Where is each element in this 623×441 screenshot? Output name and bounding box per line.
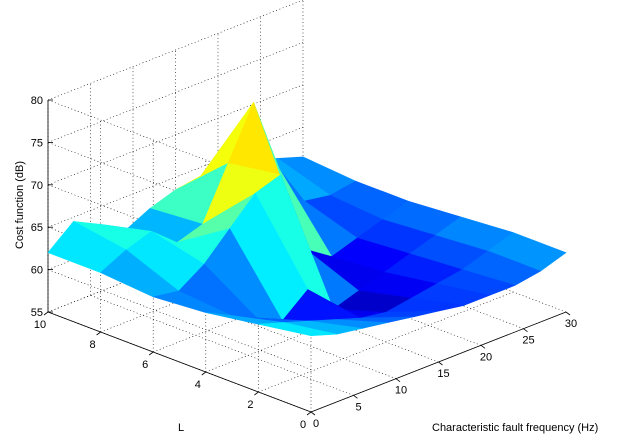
x-tick-mark: [395, 378, 401, 382]
y-tick-label: 8: [90, 339, 96, 351]
z-axis-label: Cost function (dB): [14, 161, 26, 249]
x-tick-mark: [480, 345, 486, 349]
z-tick-label: 75: [31, 137, 43, 149]
y-tick-mark: [96, 331, 101, 336]
z-tick-label: 80: [31, 95, 43, 107]
y-tick-mark: [201, 371, 207, 376]
x-tick-mark: [565, 311, 571, 316]
y-tick-mark: [148, 351, 154, 356]
grid-line: [90, 295, 354, 396]
grid-line: [47, 84, 304, 186]
grid-line: [132, 278, 397, 379]
z-tick-label: 55: [31, 307, 43, 319]
y-tick-mark: [254, 391, 259, 396]
surface-patch: [258, 322, 337, 337]
x-tick-label: 15: [437, 368, 449, 380]
grid-line: [258, 291, 514, 393]
z-tick-label: 70: [31, 180, 43, 192]
y-tick-label: 0: [300, 419, 306, 431]
x-tick-mark: [438, 361, 443, 366]
grid-line: [47, 269, 312, 370]
x-tick-mark: [310, 411, 316, 416]
y-tick-label: 4: [195, 379, 201, 391]
x-tick-mark: [523, 328, 528, 332]
y-tick-mark: [43, 311, 49, 316]
x-tick-label: 5: [355, 401, 361, 413]
y-tick-mark: [306, 411, 312, 416]
x-tick-label: 30: [565, 318, 577, 330]
z-tick-label: 65: [31, 222, 43, 234]
y-axis-label: L: [178, 422, 184, 434]
y-axis-line: [47, 311, 312, 413]
x-tick-label: 10: [395, 385, 407, 397]
grid-line: [47, 99, 312, 201]
y-tick-label: 2: [247, 399, 253, 411]
x-tick-label: 25: [522, 335, 534, 347]
x-tick-label: 20: [480, 351, 492, 363]
surface-plot: [47, 102, 567, 337]
grid-line: [47, 42, 304, 143]
y-tick-label: 10: [34, 319, 46, 331]
z-tick-label: 60: [31, 265, 43, 277]
grid-line: [47, 0, 304, 101]
x-axis-label: Characteristic fault frequency (Hz): [432, 422, 598, 434]
y-tick-label: 6: [142, 359, 148, 371]
x-tick-mark: [353, 395, 358, 399]
x-tick-label: 0: [313, 418, 319, 430]
